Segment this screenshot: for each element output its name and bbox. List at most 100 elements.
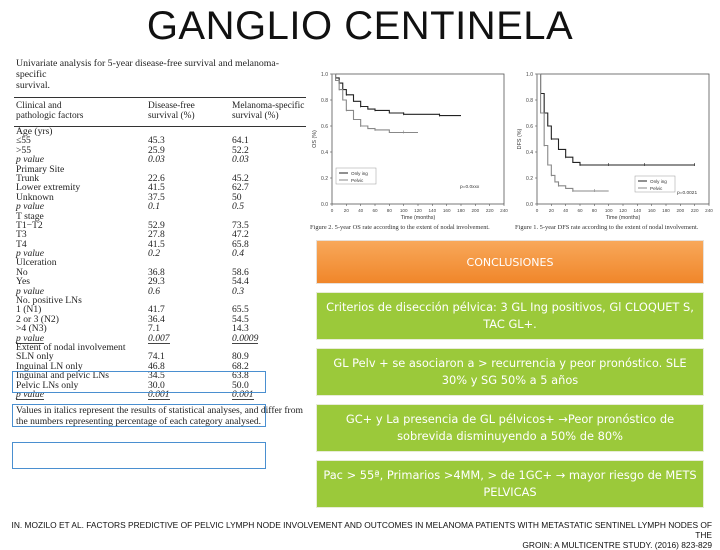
table-row: SLN only 74.1 80.9 (14, 351, 306, 363)
table-cell: T1−T2 (16, 219, 43, 231)
os-chart: 0.0 0.2 0.4 0.6 0.8 1.0 0 20 40 60 80 100 120 140 160 1… (310, 68, 510, 224)
table-cell: Primary Site (16, 163, 65, 175)
figure-2-caption: Figure 2. 5-year OS rate according to th… (310, 224, 490, 231)
y-axis-label: OS (%) (312, 130, 318, 148)
x-tick-label: 120 (619, 208, 627, 213)
table-cell: 30.0 (148, 379, 165, 391)
x-tick-label: 240 (705, 208, 713, 213)
reference-line: IN. MOZILO ET AL. FACTORS PREDICTIVE OF … (11, 520, 713, 540)
legend-label: Pelvic (650, 186, 663, 191)
y-tick-label: 0.6 (526, 124, 533, 130)
table-cell: p value (16, 388, 44, 401)
table-cell: 47.2 (232, 229, 249, 241)
x-tick-label: 160 (443, 208, 451, 213)
table-row: Yes 29.3 54.4 (14, 276, 306, 288)
table-cell: 36.8 (148, 266, 165, 278)
table-cell: 41.5 (148, 182, 165, 194)
header-text: survival (%) (232, 111, 279, 121)
table-cell: 68.2 (232, 360, 249, 372)
dfs-chart-svg: 0.0 0.2 0.4 0.6 0.8 1.0 0 20 40 60 80 100 120 140 160 1… (517, 72, 713, 221)
x-tick-label: 0 (536, 208, 539, 213)
reference-citation: IN. MOZILO ET AL. FACTORS PREDICTIVE OF … (0, 520, 713, 550)
y-tick-label: 0.2 (321, 176, 328, 182)
table-caption-line: Univariate analysis for 5-year disease-f… (16, 58, 280, 80)
table-cell: p value (16, 154, 44, 166)
table-cell: p value (16, 332, 44, 344)
table-cell: 0.3 (232, 285, 244, 297)
y-tick-label: 0.4 (526, 150, 533, 156)
table-cell: Unknown (16, 191, 54, 203)
table-cell: Ulceration (16, 257, 57, 269)
x-tick-label: 60 (577, 208, 583, 213)
table-row: No. positive LNs (14, 296, 306, 306)
table-row: Pelvic LNs only 30.0 50.0 (14, 379, 306, 391)
y-tick-label: 0.0 (321, 202, 328, 208)
table-cell: 0.0009 (232, 332, 259, 344)
table-cell: 41.5 (148, 238, 165, 250)
p-value-label: p=0.0021 (677, 190, 697, 196)
table-cell: 2 or 3 (N2) (16, 313, 59, 325)
slide-title: GANGLIO CENTINELA (146, 4, 574, 48)
table-cell: 63.8 (232, 370, 249, 382)
table-cell: 74.1 (148, 351, 165, 363)
table-cell: 54.4 (232, 276, 249, 288)
table-cell: Inguinal LN only (16, 360, 83, 372)
table-row: Primary Site (14, 163, 306, 175)
table-cell: 73.5 (232, 219, 249, 231)
x-tick-label: 20 (344, 208, 350, 213)
table-cell: Age (yrs) (16, 126, 53, 137)
table-row: Trunk 22.6 45.2 (14, 173, 306, 183)
legend-label: Only ing (650, 179, 667, 184)
conclusion-item: GL Pelv + se asociaron a > recurrencia y… (316, 348, 704, 396)
os-chart-svg: 0.0 0.2 0.4 0.6 0.8 1.0 0 20 40 60 80 100 120 140 160 1… (312, 72, 508, 221)
table-cell: 80.9 (232, 351, 249, 363)
table-cell: Yes (16, 276, 30, 288)
y-tick-label: 1.0 (321, 72, 328, 78)
legend-label: Only ing (351, 171, 368, 176)
y-tick-label: 0.6 (321, 124, 328, 130)
table-cell: 52.2 (232, 144, 249, 156)
table-cell: 0.001 (232, 388, 254, 401)
x-tick-label: 240 (500, 208, 508, 213)
table-cell: Lower extremity (16, 182, 81, 194)
x-tick-label: 200 (471, 208, 479, 213)
table-cell: T stage (16, 210, 44, 222)
table-row: p value 0.001 0.001 (14, 388, 306, 401)
table-cell: 14.3 (232, 323, 249, 335)
table-cell: ≤55 (16, 135, 31, 147)
plot-frame (536, 73, 710, 205)
table-row: Ulceration (14, 257, 306, 269)
x-tick-label: 0 (331, 208, 334, 213)
reference-line: GROIN: A MULTICENTRE STUDY. (2016) 823-8… (522, 540, 712, 550)
table-cell: p value (16, 201, 44, 213)
x-tick-label: 180 (662, 208, 670, 213)
header-dfs: Disease-free survival (%) (148, 101, 195, 121)
x-tick-label: 80 (592, 208, 598, 213)
header-text: Melanoma-specific (232, 101, 305, 111)
table-footnote: Values in italics represent the results … (16, 405, 306, 427)
table-cell: 0.2 (148, 248, 160, 260)
table-cell: >4 (N3) (16, 323, 47, 335)
table-row: T1−T2 52.9 73.5 (14, 219, 306, 231)
y-tick-label: 0.8 (526, 98, 533, 104)
table-cell: Inguinal and pelvic LNs (16, 370, 109, 382)
y-tick-label: 0.0 (526, 202, 533, 208)
km-curve-only-ing (537, 73, 695, 166)
table-cell: 50 (232, 191, 242, 203)
table-row: >55 25.9 52.2 (14, 144, 306, 156)
table-cell: Extent of nodal involvement (16, 341, 126, 353)
x-tick-label: 40 (563, 208, 569, 213)
table-row: p value 0.007 0.0009 (14, 332, 306, 344)
x-tick-label: 220 (691, 208, 699, 213)
table-cell: >55 (16, 144, 32, 156)
table-cell: SLN only (16, 351, 54, 363)
y-tick-label: 0.4 (321, 150, 328, 156)
table-cell: 0.001 (148, 388, 170, 401)
header-text: pathologic factors (16, 111, 84, 121)
table-cell: 45.3 (148, 135, 165, 147)
x-tick-label: 100 (605, 208, 613, 213)
table-cell: 0.03 (232, 154, 249, 166)
conclusion-item: Pac > 55ª, Primarios >4MM, > de 1GC+ → m… (316, 460, 704, 508)
table-cell: 0.6 (148, 285, 160, 297)
table-cell: 0.5 (232, 201, 244, 213)
